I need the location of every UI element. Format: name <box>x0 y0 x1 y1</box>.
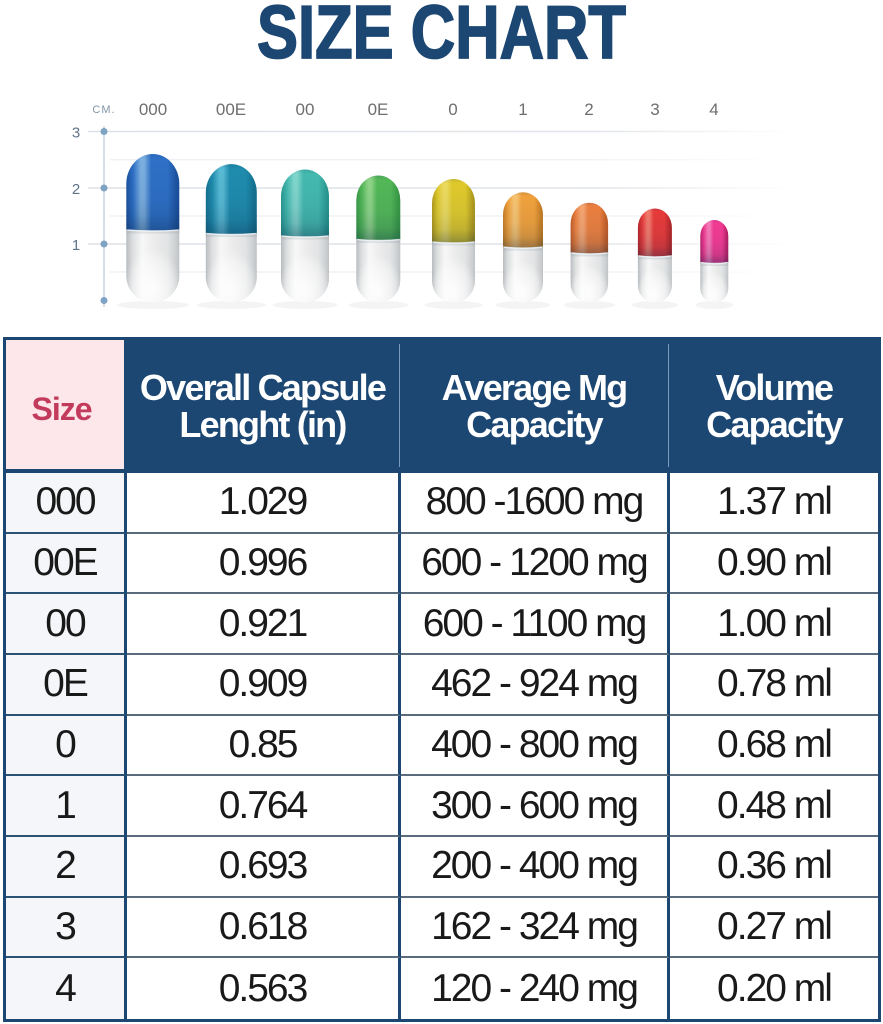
svg-text:000: 000 <box>139 100 167 119</box>
svg-text:00: 00 <box>296 100 315 119</box>
svg-text:3: 3 <box>650 100 659 119</box>
svg-text:00E: 00E <box>216 100 246 119</box>
svg-text:3: 3 <box>72 125 80 142</box>
svg-text:0E: 0E <box>368 100 389 119</box>
svg-text:0: 0 <box>448 100 457 119</box>
svg-text:2: 2 <box>72 181 80 198</box>
svg-text:1: 1 <box>72 237 80 254</box>
svg-text:CM.: CM. <box>92 104 115 116</box>
svg-text:2: 2 <box>584 100 593 119</box>
svg-text:4: 4 <box>709 100 718 119</box>
svg-text:1: 1 <box>518 100 527 119</box>
